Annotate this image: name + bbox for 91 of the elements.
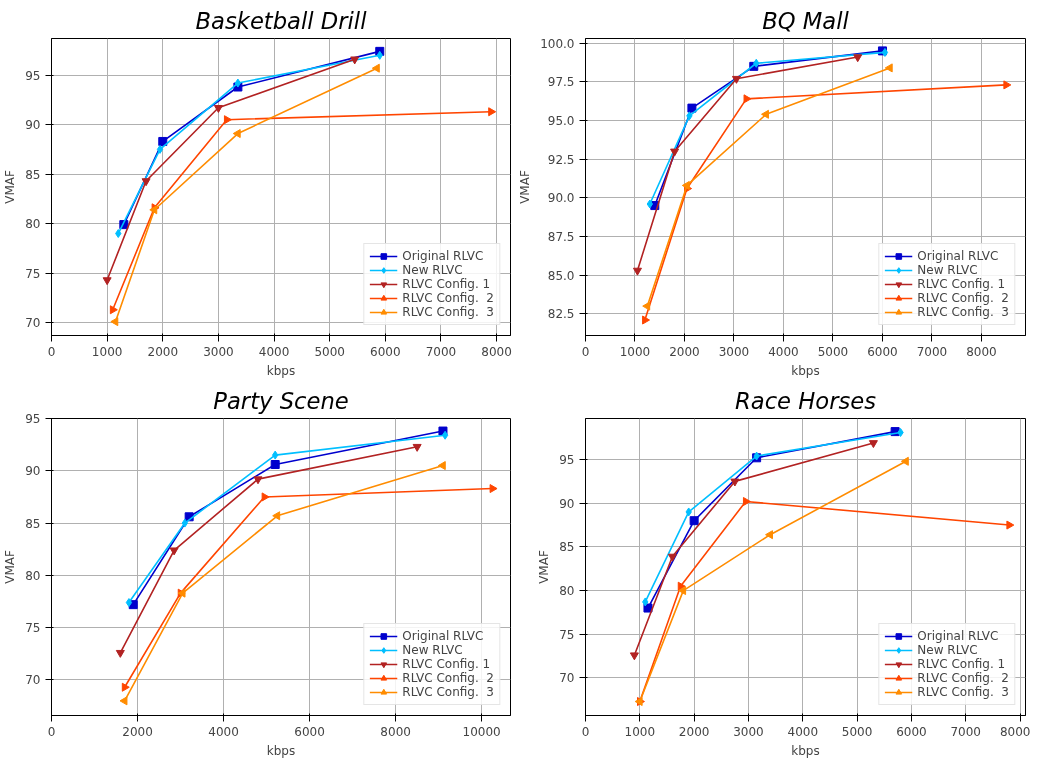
y-tick-label: 75 bbox=[25, 266, 41, 281]
x-tick-label: 1000 bbox=[91, 344, 123, 359]
legend-label: RLVC Config. 3 bbox=[402, 305, 494, 319]
y-tick-label: 92.5 bbox=[547, 152, 575, 167]
chart-title: BQ Mall bbox=[762, 7, 850, 34]
x-axis-title: kbps bbox=[266, 743, 296, 758]
y-tick-label: 85 bbox=[25, 516, 41, 531]
x-tick-label: 2000 bbox=[669, 344, 700, 359]
y-tick-label: 95.0 bbox=[547, 113, 575, 128]
y-tick-label: 70 bbox=[559, 671, 575, 686]
y-tick-label: 87.5 bbox=[547, 230, 575, 244]
legend-label: RLVC Config. 1 bbox=[917, 277, 1006, 291]
x-tick-label: 10000 bbox=[462, 724, 501, 739]
legend-label: RLVC Config. 2 bbox=[917, 291, 1009, 305]
x-tick-label: 4000 bbox=[768, 344, 799, 359]
x-tick-label: 1000 bbox=[619, 344, 651, 359]
x-tick-label: 6000 bbox=[294, 724, 325, 739]
y-axis-title: VMAF bbox=[518, 170, 533, 204]
x-tick-label: 7000 bbox=[916, 344, 948, 359]
y-tick-label: 75 bbox=[559, 627, 575, 642]
y-tick-label: 97.5 bbox=[547, 75, 575, 90]
legend-label: RLVC Config. 2 bbox=[402, 291, 494, 305]
chart-title: Party Scene bbox=[213, 387, 349, 414]
x-tick-label: 8000 bbox=[999, 724, 1031, 739]
x-tick-label: 8000 bbox=[966, 344, 997, 359]
x-tick-label: 6000 bbox=[370, 344, 401, 359]
y-axis-title: VMAF bbox=[3, 550, 18, 584]
x-tick-label: 5000 bbox=[817, 344, 849, 359]
x-tick-label: 5000 bbox=[314, 344, 345, 359]
y-tick-label: 85 bbox=[25, 167, 41, 182]
x-tick-label: 0 bbox=[581, 724, 590, 739]
legend-label: New RLVC bbox=[917, 263, 978, 277]
x-tick-label: 4000 bbox=[258, 344, 290, 359]
x-tick-label: 2000 bbox=[147, 344, 179, 359]
y-tick-label: 80 bbox=[559, 584, 575, 599]
y-tick-label: 70 bbox=[25, 316, 41, 331]
legend-label: New RLVC bbox=[402, 643, 463, 657]
x-tick-label: 4000 bbox=[208, 724, 239, 739]
y-tick-label: 80 bbox=[25, 568, 41, 583]
y-tick-label: 90 bbox=[25, 464, 41, 479]
x-tick-label: 8000 bbox=[481, 344, 512, 359]
legend-label: RLVC Config. 1 bbox=[917, 657, 1006, 671]
x-tick-label: 3000 bbox=[718, 344, 750, 359]
legend-label: Original RLVC bbox=[917, 249, 999, 263]
legend-label: Original RLVC bbox=[402, 249, 484, 263]
y-tick-label: 85.0 bbox=[547, 268, 575, 283]
chart-title: Race Horses bbox=[735, 387, 877, 414]
legend-label: RLVC Config. 3 bbox=[917, 685, 1009, 699]
legend-label: RLVC Config. 2 bbox=[917, 671, 1009, 685]
x-tick-label: 8000 bbox=[380, 724, 411, 739]
chart-title: Basketball Drill bbox=[195, 7, 368, 34]
y-tick-label: 90 bbox=[559, 496, 575, 511]
y-axis-title: VMAF bbox=[537, 550, 552, 584]
y-tick-label: 95 bbox=[25, 412, 41, 426]
x-axis-title: kbps bbox=[791, 363, 820, 378]
x-axis-title: kbps bbox=[266, 363, 296, 378]
x-tick-label: 0 bbox=[47, 724, 56, 739]
y-tick-label: 70 bbox=[25, 673, 41, 688]
y-tick-label: 95 bbox=[25, 68, 41, 83]
x-tick-label: 0 bbox=[581, 344, 590, 359]
x-tick-label: 7000 bbox=[950, 724, 982, 739]
x-tick-label: 2000 bbox=[122, 724, 153, 739]
legend-label: RLVC Config. 3 bbox=[917, 305, 1009, 319]
x-tick-label: 6000 bbox=[896, 724, 927, 739]
y-tick-label: 82.5 bbox=[547, 307, 575, 322]
y-axis-title: VMAF bbox=[3, 170, 18, 204]
x-tick-label: 1000 bbox=[624, 724, 656, 739]
y-tick-label: 80 bbox=[25, 217, 41, 232]
y-tick-label: 90 bbox=[25, 118, 41, 133]
x-tick-label: 4000 bbox=[787, 724, 819, 739]
legend-label: Original RLVC bbox=[917, 629, 999, 643]
legend-label: Original RLVC bbox=[402, 629, 484, 643]
y-tick-label: 95 bbox=[559, 453, 575, 468]
x-tick-label: 7000 bbox=[425, 344, 457, 359]
x-tick-label: 3000 bbox=[733, 724, 764, 739]
x-tick-label: 6000 bbox=[867, 344, 898, 359]
y-tick-label: 90.0 bbox=[547, 191, 575, 206]
legend-label: RLVC Config. 1 bbox=[402, 277, 491, 291]
legend-label: New RLVC bbox=[402, 263, 463, 277]
x-tick-label: 3000 bbox=[203, 344, 234, 359]
x-axis-title: kbps bbox=[791, 743, 820, 758]
legend-label: New RLVC bbox=[917, 643, 978, 657]
x-tick-label: 2000 bbox=[678, 724, 710, 739]
y-tick-label: 75 bbox=[25, 621, 41, 636]
y-tick-label: 85 bbox=[559, 540, 575, 555]
legend-label: RLVC Config. 1 bbox=[402, 657, 491, 671]
legend-label: RLVC Config. 2 bbox=[402, 671, 494, 685]
x-tick-label: 5000 bbox=[841, 724, 873, 739]
y-tick-label: 100.0 bbox=[540, 36, 575, 51]
legend-label: RLVC Config. 3 bbox=[402, 685, 494, 699]
x-tick-label: 0 bbox=[47, 344, 56, 359]
